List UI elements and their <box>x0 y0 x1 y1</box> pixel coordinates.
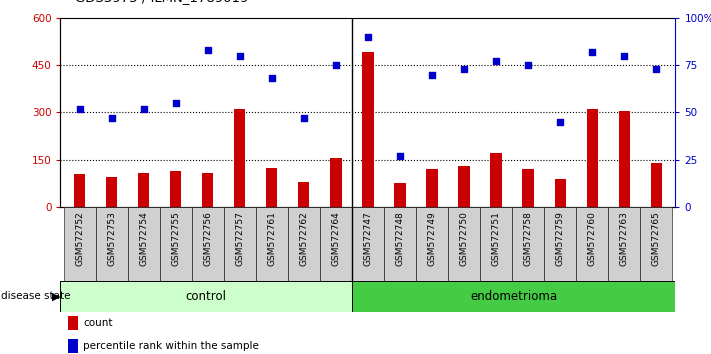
Bar <box>224 207 256 281</box>
Bar <box>299 182 309 207</box>
Text: endometrioma: endometrioma <box>470 290 557 303</box>
Text: GSM572755: GSM572755 <box>171 211 181 266</box>
Text: GSM572759: GSM572759 <box>555 211 565 266</box>
Text: GSM572748: GSM572748 <box>395 211 405 266</box>
Bar <box>448 207 480 281</box>
Point <box>138 106 149 112</box>
Bar <box>491 153 502 207</box>
Bar <box>128 207 160 281</box>
Bar <box>160 207 192 281</box>
Point <box>587 49 598 55</box>
Bar <box>395 183 405 207</box>
Bar <box>352 207 384 281</box>
Text: GSM572760: GSM572760 <box>588 211 597 266</box>
Bar <box>427 169 437 207</box>
Bar <box>352 281 675 312</box>
Point <box>170 100 181 106</box>
Text: GSM572749: GSM572749 <box>427 211 437 266</box>
Bar <box>60 281 352 312</box>
Text: GDS3975 / ILMN_1789019: GDS3975 / ILMN_1789019 <box>75 0 248 4</box>
Point <box>74 106 85 112</box>
Bar <box>74 174 85 207</box>
Text: GSM572751: GSM572751 <box>491 211 501 266</box>
Point <box>523 62 534 68</box>
Point <box>234 53 245 58</box>
Bar <box>480 207 512 281</box>
Bar <box>512 207 544 281</box>
Bar <box>384 207 416 281</box>
Text: disease state: disease state <box>1 291 70 302</box>
Bar <box>459 166 470 207</box>
Point <box>555 119 566 125</box>
Bar <box>170 171 181 207</box>
Point <box>202 47 213 53</box>
Bar <box>192 207 224 281</box>
Bar <box>651 163 662 207</box>
Point <box>395 153 406 159</box>
Text: GSM572747: GSM572747 <box>363 211 373 266</box>
Bar <box>416 207 448 281</box>
Text: GSM572762: GSM572762 <box>299 211 309 266</box>
Point <box>362 34 373 40</box>
Bar <box>331 158 341 207</box>
Point <box>491 58 502 64</box>
Bar <box>363 52 373 207</box>
Bar <box>608 207 640 281</box>
Bar <box>555 179 566 207</box>
Text: control: control <box>186 290 227 303</box>
Text: GSM572752: GSM572752 <box>75 211 84 266</box>
Text: GSM572763: GSM572763 <box>620 211 629 266</box>
Text: GSM572764: GSM572764 <box>331 211 341 266</box>
Bar <box>523 169 534 207</box>
Bar <box>576 207 608 281</box>
Point <box>619 53 630 58</box>
Bar <box>234 109 245 207</box>
Text: percentile rank within the sample: percentile rank within the sample <box>83 341 259 351</box>
Bar <box>202 173 213 207</box>
Text: GSM572756: GSM572756 <box>203 211 213 266</box>
Text: GSM572754: GSM572754 <box>139 211 148 266</box>
Text: GSM572758: GSM572758 <box>523 211 533 266</box>
Text: GSM572765: GSM572765 <box>652 211 661 266</box>
Bar <box>544 207 576 281</box>
Text: GSM572757: GSM572757 <box>235 211 245 266</box>
Point <box>298 115 309 121</box>
Text: ▶: ▶ <box>52 291 60 302</box>
Text: GSM572753: GSM572753 <box>107 211 116 266</box>
Bar <box>138 173 149 207</box>
Point <box>330 62 341 68</box>
Point <box>266 75 277 81</box>
Text: GSM572761: GSM572761 <box>267 211 277 266</box>
Point <box>459 66 470 72</box>
Bar <box>266 168 277 207</box>
Bar <box>256 207 288 281</box>
Bar <box>68 339 78 353</box>
Bar <box>320 207 352 281</box>
Bar <box>64 207 96 281</box>
Text: GSM572750: GSM572750 <box>459 211 469 266</box>
Bar <box>640 207 672 281</box>
Bar <box>106 177 117 207</box>
Point <box>427 72 438 78</box>
Bar <box>619 111 630 207</box>
Point <box>651 66 662 72</box>
Bar <box>68 316 78 330</box>
Bar <box>288 207 320 281</box>
Bar <box>96 207 128 281</box>
Point <box>106 115 117 121</box>
Bar <box>587 109 598 207</box>
Text: count: count <box>83 318 112 328</box>
